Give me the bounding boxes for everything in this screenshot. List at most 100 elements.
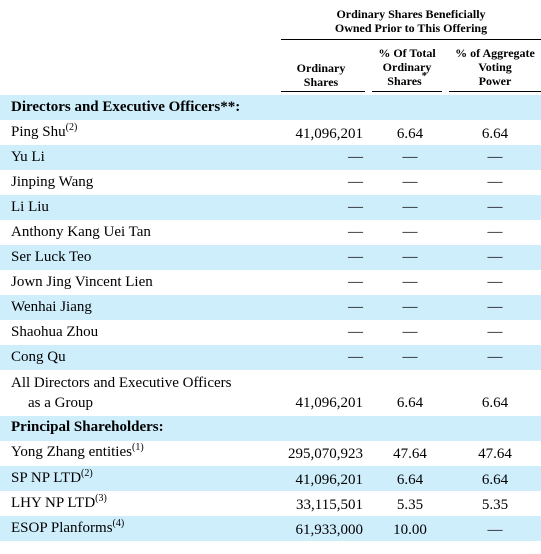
- row-pct-voting: —: [487, 349, 503, 365]
- row-shares: —: [348, 249, 363, 265]
- row-pct-total: 6.64: [396, 395, 424, 411]
- section-row-principal: Principal Shareholders:: [0, 416, 541, 441]
- row-pct-total: —: [402, 274, 418, 290]
- row-name-text: SP NP LTD: [11, 470, 82, 486]
- row-name: Ser Luck Teo: [11, 249, 92, 265]
- col-header-rule-2: [372, 91, 442, 92]
- row-pct-total: —: [402, 299, 418, 315]
- table-row: LHY NP LTD(3) 33,115,501 5.35 5.35: [0, 491, 541, 516]
- group-header-line2: Owned Prior to This Offering: [334, 21, 488, 35]
- row-name: Wenhai Jiang: [11, 299, 92, 315]
- row-name: SP NP LTD(2): [11, 469, 93, 488]
- col2-line3: Shares: [387, 74, 422, 88]
- table-row: SP NP LTD(2) 41,096,201 6.64 6.64: [0, 466, 541, 491]
- row-shares: —: [348, 274, 363, 290]
- row-pct-voting: 6.64: [481, 472, 509, 488]
- group-header: Ordinary Shares Beneficially Owned Prior…: [283, 7, 539, 35]
- group-name-line1: All Directors and Executive Officers: [11, 375, 232, 391]
- row-pct-voting: —: [487, 149, 503, 165]
- table-row: Jinping Wang — — —: [0, 170, 541, 195]
- row-shares: —: [348, 199, 363, 215]
- row-pct-voting: —: [487, 324, 503, 340]
- col3-line3: Power: [478, 74, 512, 88]
- row-pct-total: —: [402, 249, 418, 265]
- row-shares: 33,115,501: [296, 497, 363, 513]
- table-row-group-total: All Directors and Executive Officers as …: [0, 370, 541, 414]
- table-row: Anthony Kang Uei Tan — — —: [0, 220, 541, 245]
- table-row: ESOP Planforms(4) 61,933,000 10.00 —: [0, 516, 541, 541]
- row-name: Ping Shu(2): [11, 123, 77, 142]
- row-pct-total: 47.64: [393, 446, 427, 462]
- table-row: Cong Qu — — —: [0, 345, 541, 370]
- group-header-line1: Ordinary Shares Beneficially: [336, 7, 486, 21]
- row-shares: —: [348, 149, 363, 165]
- row-pct-total: —: [402, 349, 418, 365]
- row-pct-total: —: [402, 174, 418, 190]
- section-heading-directors: Directors and Executive Officers**:: [11, 99, 241, 115]
- row-pct-voting: 6.64: [481, 126, 509, 142]
- col1-line2: Shares: [303, 75, 339, 89]
- col2-asterisk: *: [421, 71, 427, 82]
- table-row: Yong Zhang entities(1) 295,070,923 47.64…: [0, 441, 541, 466]
- row-pct-voting: 6.64: [481, 395, 509, 411]
- row-footnote: (2): [81, 468, 93, 479]
- row-name-text: LHY NP LTD: [11, 495, 96, 511]
- col3-line1: % of Aggregate: [455, 46, 535, 60]
- row-shares: 295,070,923: [288, 446, 363, 462]
- row-pct-voting: —: [487, 299, 503, 315]
- col2-line1: % Of Total: [378, 46, 436, 60]
- row-footnote: (1): [131, 442, 144, 453]
- row-pct-total: —: [402, 224, 418, 240]
- table-row: Wenhai Jiang — — —: [0, 295, 541, 320]
- col-header-rule-3: [449, 91, 541, 92]
- row-pct-voting: —: [487, 199, 503, 215]
- table-row: Li Liu — — —: [0, 195, 541, 220]
- row-pct-voting: —: [487, 249, 503, 265]
- row-name: Yu Li: [11, 149, 45, 165]
- table-row: Ping Shu(2) 41,096,201 6.64 6.64: [0, 120, 541, 145]
- section-row-directors: Directors and Executive Officers**:: [0, 95, 541, 120]
- row-footnote: (3): [95, 493, 107, 504]
- row-pct-total: 6.64: [396, 126, 424, 142]
- row-name: LHY NP LTD(3): [11, 494, 107, 513]
- group-name-line2: as a Group: [28, 395, 93, 411]
- section-heading-principal: Principal Shareholders:: [11, 419, 164, 435]
- group-header-rule: [281, 39, 541, 40]
- row-footnote: (2): [65, 122, 78, 133]
- col1-line1: Ordinary: [296, 61, 346, 75]
- row-name: Jinping Wang: [11, 174, 94, 190]
- col-header-pct-voting: % of Aggregate Voting Power: [449, 46, 541, 88]
- row-pct-voting: —: [487, 174, 503, 190]
- table-row: Yu Li — — —: [0, 145, 541, 170]
- table-row: Jown Jing Vincent Lien — — —: [0, 270, 541, 295]
- row-shares: —: [348, 299, 363, 315]
- row-pct-total: 10.00: [393, 522, 427, 538]
- row-shares: 41,096,201: [295, 126, 364, 142]
- row-pct-total: 6.64: [396, 472, 424, 488]
- row-shares: —: [348, 349, 363, 365]
- row-pct-total: —: [402, 199, 418, 215]
- col-header-rule-1: [281, 91, 365, 92]
- row-name: Anthony Kang Uei Tan: [11, 224, 151, 240]
- row-name: Shaohua Zhou: [11, 324, 99, 340]
- table-row: Shaohua Zhou — — —: [0, 320, 541, 345]
- row-shares: —: [348, 324, 363, 340]
- row-pct-total: —: [402, 324, 418, 340]
- row-shares: —: [348, 224, 363, 240]
- row-pct-total: 5.35: [396, 497, 424, 513]
- row-shares: 41,096,201: [295, 472, 364, 488]
- col-header-pct-total: % Of Total Ordinary Shares*: [370, 46, 444, 88]
- row-name: Li Liu: [11, 199, 49, 215]
- row-name-text: Ping Shu: [11, 124, 66, 140]
- row-footnote: (4): [112, 518, 125, 529]
- row-shares: 41,096,201: [295, 395, 364, 411]
- row-name-text: ESOP Planforms: [11, 520, 113, 536]
- row-pct-voting: 5.35: [481, 497, 509, 513]
- row-pct-voting: —: [487, 522, 503, 538]
- row-pct-total: —: [402, 149, 418, 165]
- row-name-text: Yong Zhang entities: [11, 444, 132, 460]
- row-pct-voting: —: [487, 274, 503, 290]
- row-name: Yong Zhang entities(1): [11, 443, 144, 462]
- table-row: Ser Luck Teo — — —: [0, 245, 541, 270]
- col2-line2: Ordinary: [382, 60, 432, 74]
